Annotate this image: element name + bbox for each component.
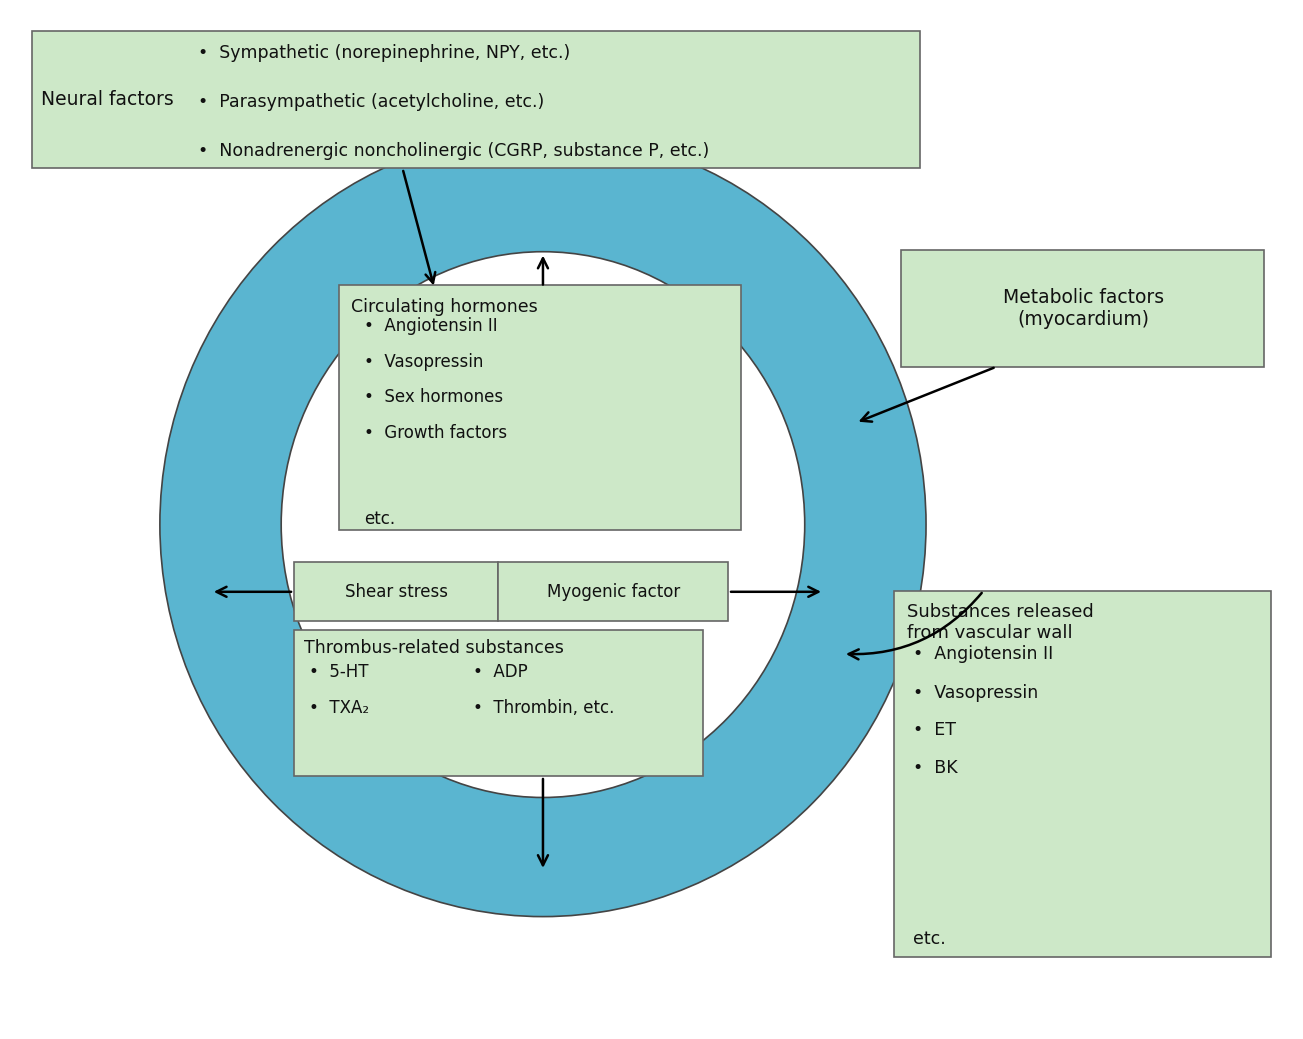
FancyBboxPatch shape — [339, 286, 741, 530]
Text: •  BK: • BK — [913, 758, 958, 777]
Text: •  Sex hormones: • Sex hormones — [365, 389, 503, 406]
FancyBboxPatch shape — [894, 591, 1270, 957]
Text: •  Angiotensin II: • Angiotensin II — [913, 645, 1054, 663]
Text: etc.: etc. — [365, 510, 395, 529]
Text: •  TXA₂: • TXA₂ — [309, 699, 370, 717]
FancyBboxPatch shape — [33, 31, 920, 168]
FancyBboxPatch shape — [498, 562, 728, 621]
Text: •  Angiotensin II: • Angiotensin II — [365, 317, 498, 335]
Text: Substances released
from vascular wall: Substances released from vascular wall — [907, 603, 1093, 642]
FancyBboxPatch shape — [294, 631, 702, 776]
Ellipse shape — [281, 251, 805, 798]
FancyBboxPatch shape — [294, 562, 498, 621]
Text: Shear stress: Shear stress — [344, 583, 448, 601]
Text: Neural factors: Neural factors — [42, 90, 173, 109]
Text: •  Nonadrenergic noncholinergic (CGRP, substance P, etc.): • Nonadrenergic noncholinergic (CGRP, su… — [198, 142, 709, 160]
Text: •  Thrombin, etc.: • Thrombin, etc. — [473, 699, 614, 717]
Text: Thrombus-related substances: Thrombus-related substances — [304, 639, 564, 657]
Text: •  5-HT: • 5-HT — [309, 663, 369, 682]
Ellipse shape — [160, 133, 926, 916]
Text: •  Growth factors: • Growth factors — [365, 424, 507, 442]
Text: Circulating hormones: Circulating hormones — [352, 297, 538, 316]
Text: •  Vasopressin: • Vasopressin — [365, 352, 483, 371]
Text: Metabolic factors
(myocardium): Metabolic factors (myocardium) — [1002, 288, 1164, 329]
Text: •  ET: • ET — [913, 721, 956, 740]
FancyBboxPatch shape — [900, 249, 1264, 367]
Text: etc.: etc. — [913, 930, 946, 948]
Text: •  Sympathetic (norepinephrine, NPY, etc.): • Sympathetic (norepinephrine, NPY, etc.… — [198, 44, 571, 62]
Text: •  Vasopressin: • Vasopressin — [913, 684, 1038, 701]
Text: •  Parasympathetic (acetylcholine, etc.): • Parasympathetic (acetylcholine, etc.) — [198, 94, 545, 111]
Text: •  ADP: • ADP — [473, 663, 528, 682]
Text: Myogenic factor: Myogenic factor — [546, 583, 680, 601]
